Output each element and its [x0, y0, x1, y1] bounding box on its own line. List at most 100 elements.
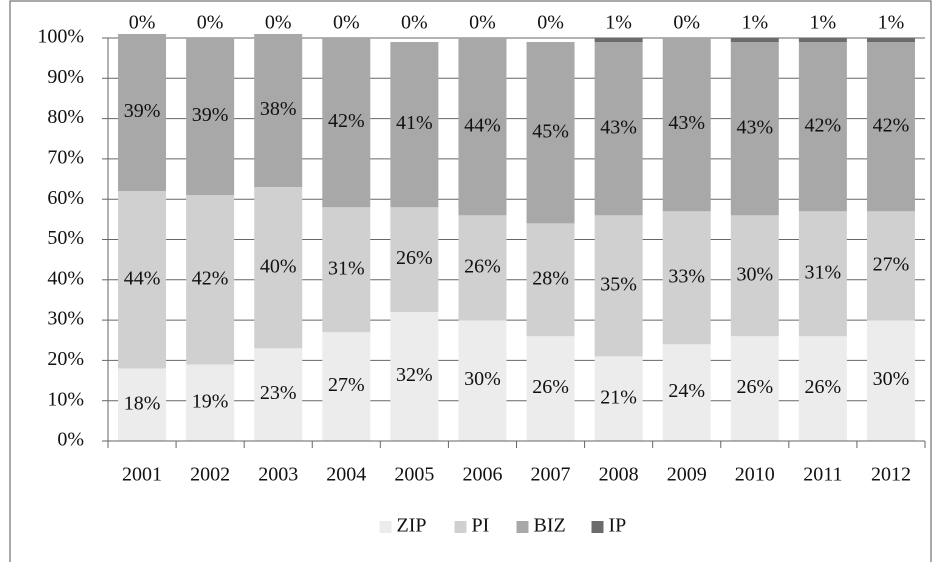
- data-label: 1%: [810, 12, 837, 34]
- data-label: 0%: [129, 12, 156, 34]
- bar-segment: [662, 211, 711, 345]
- y-tick-label: 50%: [47, 227, 84, 249]
- data-label: 27%: [873, 253, 910, 275]
- bar-segment: [866, 211, 915, 321]
- data-label: 1%: [605, 12, 632, 34]
- chart-border: [9, 0, 932, 562]
- bar-segment: [594, 356, 643, 441]
- data-label: 26%: [396, 247, 433, 269]
- data-label: 30%: [873, 368, 910, 390]
- bar-segment: [118, 33, 167, 192]
- data-label: 43%: [668, 112, 705, 134]
- y-tick-label: 40%: [47, 267, 84, 289]
- data-label: 44%: [124, 267, 161, 289]
- bar-segment: [866, 320, 915, 441]
- data-label: 42%: [328, 110, 365, 132]
- bar-segment: [458, 215, 507, 321]
- data-label: 26%: [532, 376, 569, 398]
- data-label: 26%: [805, 376, 842, 398]
- bar-segment: [118, 191, 167, 369]
- legend-swatch: [454, 521, 467, 533]
- bar-segment: [730, 336, 779, 441]
- bar-segment: [186, 38, 235, 196]
- data-label: 1%: [741, 12, 768, 34]
- data-label: 43%: [736, 116, 773, 138]
- data-label: 26%: [736, 376, 773, 398]
- x-tick-label: 2011: [803, 464, 842, 486]
- bar-segment: [526, 223, 575, 337]
- bar-segment: [866, 38, 915, 43]
- data-label: 31%: [328, 257, 365, 279]
- legend-label: BIZ: [534, 515, 566, 537]
- x-tick-label: 2009: [667, 464, 707, 486]
- data-label: 0%: [333, 12, 360, 34]
- bar-segment: [458, 38, 507, 216]
- data-label: 32%: [396, 364, 433, 386]
- x-tick-label: 2004: [326, 464, 366, 486]
- bar-segment: [322, 207, 371, 333]
- y-tick-label: 70%: [47, 146, 84, 168]
- data-label: 42%: [192, 267, 229, 289]
- legend-label: PI: [472, 515, 490, 537]
- bar-segment: [390, 312, 439, 441]
- bar-segment: [390, 42, 439, 208]
- data-label: 26%: [464, 255, 501, 277]
- data-label: 38%: [260, 98, 297, 120]
- data-label: 0%: [401, 12, 428, 34]
- bar-segment: [254, 33, 303, 188]
- bar-segment: [798, 336, 847, 441]
- bar-segment: [798, 211, 847, 337]
- data-label: 42%: [873, 114, 910, 136]
- bar-segment: [390, 207, 439, 313]
- x-tick-label: 2002: [190, 464, 230, 486]
- data-label: 28%: [532, 267, 569, 289]
- data-label: 41%: [396, 112, 433, 134]
- data-label: 0%: [537, 12, 564, 34]
- bar-segment: [594, 215, 643, 357]
- x-tick-label: 2001: [122, 464, 162, 486]
- bar-segment: [254, 348, 303, 441]
- data-label: 21%: [600, 386, 637, 408]
- x-tick-label: 2007: [531, 464, 571, 486]
- data-label: 0%: [265, 12, 292, 34]
- bar-segment: [798, 42, 847, 212]
- data-label: 31%: [805, 261, 842, 283]
- data-label: 39%: [192, 104, 229, 126]
- bar-segment: [526, 336, 575, 441]
- bar-segment: [322, 38, 371, 208]
- bar-segment: [730, 42, 779, 216]
- legend-label: ZIP: [397, 515, 427, 537]
- bar-segment: [730, 38, 779, 43]
- x-tick-label: 2012: [871, 464, 911, 486]
- x-tick-label: 2006: [462, 464, 502, 486]
- data-label: 30%: [736, 263, 773, 285]
- x-tick-label: 2010: [735, 464, 775, 486]
- bar-segment: [186, 195, 235, 365]
- bar-segment: [526, 42, 575, 224]
- y-tick-label: 10%: [47, 388, 84, 410]
- data-label: 0%: [673, 12, 700, 34]
- y-tick-label: 100%: [37, 26, 84, 48]
- legend-swatch: [591, 521, 604, 533]
- data-label: 33%: [668, 265, 705, 287]
- data-label: 18%: [124, 392, 161, 414]
- bar-segment: [662, 344, 711, 441]
- data-label: 0%: [197, 12, 224, 34]
- data-label: 44%: [464, 114, 501, 136]
- x-tick-label: 2005: [394, 464, 434, 486]
- bar-segment: [594, 42, 643, 216]
- y-tick-label: 80%: [47, 106, 84, 128]
- y-tick-label: 60%: [47, 187, 84, 209]
- bar-segment: [322, 332, 371, 441]
- bar-segment: [186, 364, 235, 441]
- data-label: 19%: [192, 390, 229, 412]
- data-label: 43%: [600, 116, 637, 138]
- bar-segment: [798, 38, 847, 43]
- data-label: 40%: [260, 255, 297, 277]
- legend-swatch: [516, 521, 529, 533]
- data-label: 24%: [668, 380, 705, 402]
- bar-segment: [458, 320, 507, 441]
- data-label: 45%: [532, 120, 569, 142]
- y-tick-label: 30%: [47, 308, 84, 330]
